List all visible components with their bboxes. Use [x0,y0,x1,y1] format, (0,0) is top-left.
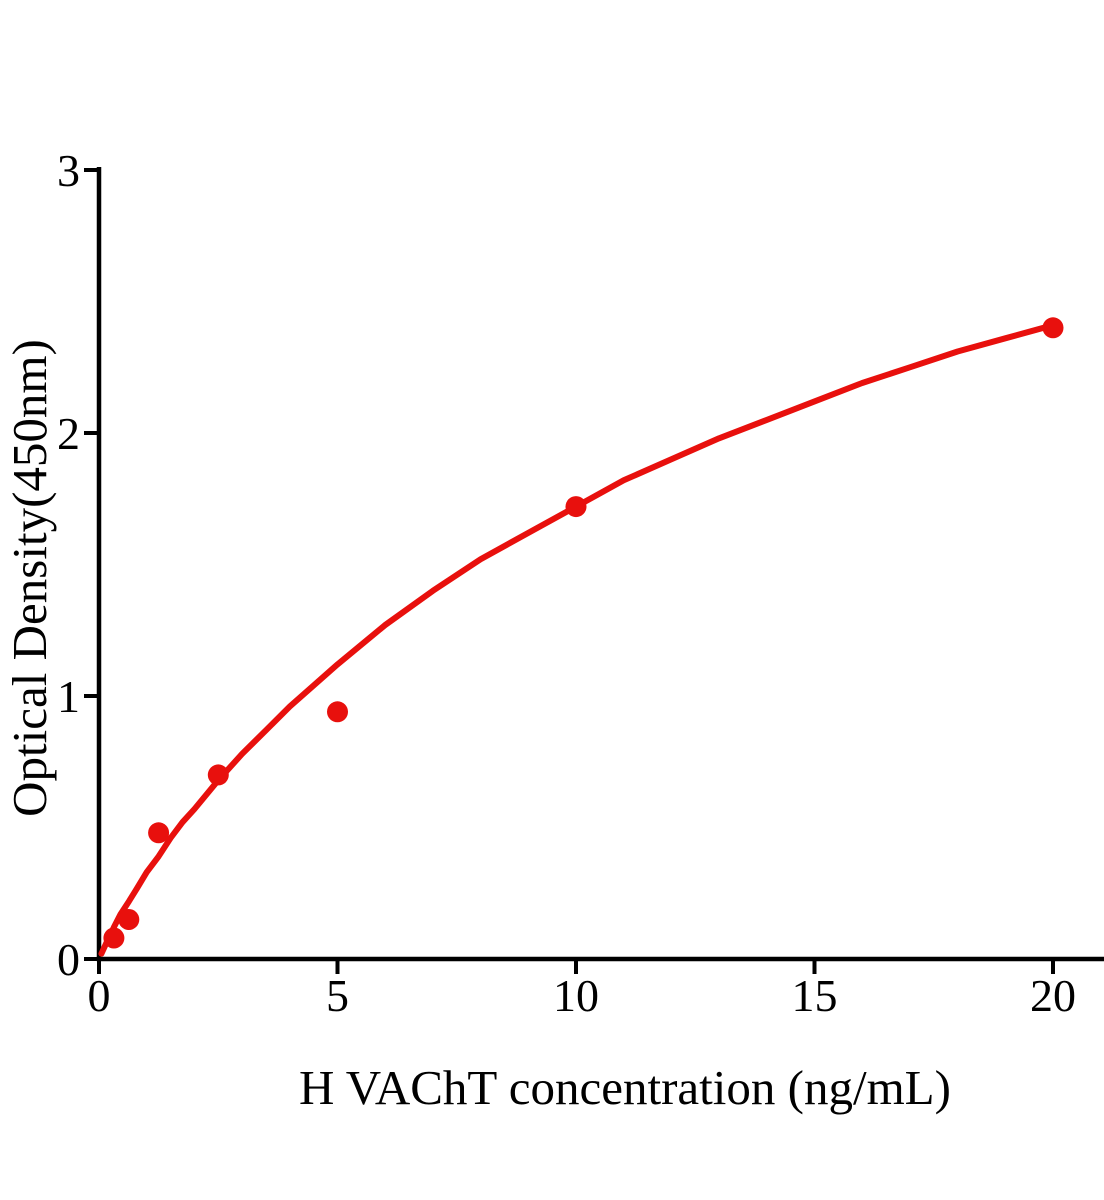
x-tick-label: 10 [553,970,599,1021]
x-tick-label: 0 [88,970,111,1021]
axes-layer [96,167,1104,962]
data-points-layer [103,317,1064,949]
data-point [327,701,348,723]
y-tick-label: 0 [57,934,80,985]
x-tick-label: 20 [1030,970,1076,1021]
x-tick-label: 5 [326,970,349,1021]
data-point [118,909,140,930]
y-axis-title: Optical Density(450nm) [2,339,57,817]
data-point [207,764,229,786]
data-point [148,822,170,844]
data-point [103,927,125,949]
tick-layer: 0 1 2 3 0 5 10 15 20 [57,145,1076,1021]
y-tick-label: 2 [57,408,80,459]
y-tick-label: 3 [57,145,80,196]
y-tick-label: 1 [57,671,80,722]
fit-curve-line [98,322,1056,957]
x-axis-title: H VAChT concentration (ng/mL) [299,1060,951,1115]
data-point [565,496,587,518]
data-point [1042,317,1064,339]
x-tick-label: 15 [792,970,838,1021]
